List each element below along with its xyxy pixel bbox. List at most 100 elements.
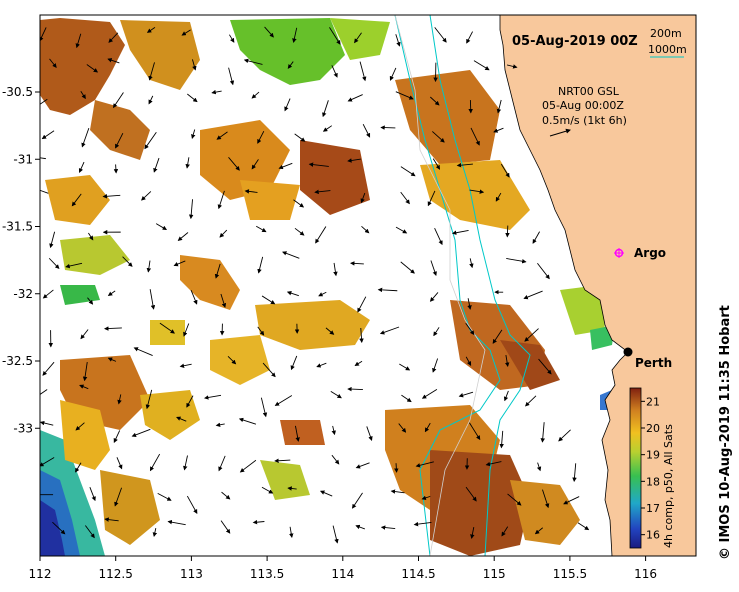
current-arrow [429,292,439,302]
current-arrow [290,355,298,371]
current-arrow [82,361,88,382]
current-arrow [141,191,152,201]
current-arrow [493,127,504,133]
current-arrow [504,354,510,368]
x-tick-label: 115 [483,567,506,581]
current-arrow [354,360,363,367]
colorbar-tick-label: 17 [646,502,660,515]
current-arrow [229,34,235,43]
current-arrow [458,391,474,398]
current-arrow [122,256,133,267]
current-arrow [292,27,298,43]
y-tick-label: -33 [13,421,33,435]
current-arrow [146,260,152,273]
x-tick-label: 116 [634,567,657,581]
legend-1000m: 1000m [648,43,687,56]
current-arrow [75,33,82,49]
current-arrow [116,457,123,470]
y-tick-label: -30.5 [2,85,33,99]
current-arrow [432,358,439,373]
current-arrow [507,493,522,506]
x-tick-label: 114 [331,567,354,581]
current-arrow [432,131,445,143]
current-arrow [470,527,475,539]
current-arrow [332,525,339,544]
current-arrow [506,258,527,264]
y-tick-label: -32.5 [2,354,33,368]
current-arrow [144,132,157,150]
current-arrow [244,189,258,194]
current-arrow [413,521,432,527]
current-arrow [430,260,437,277]
colorbar-ticks: 21 20 19 18 17 16 [641,395,660,542]
current-arrow [257,131,265,144]
current-arrow [274,395,293,406]
current-arrow [78,161,85,173]
current-arrow [40,27,47,42]
current-arrow [264,26,274,38]
current-arrow [401,394,412,403]
current-arrow [421,495,431,500]
current-arrow [159,322,175,334]
current-arrow [492,329,503,344]
current-arrow [395,91,414,100]
current-arrow [523,290,543,300]
argo-marker [614,248,624,258]
current-arrow [496,99,502,114]
current-vectors [40,26,590,544]
current-arrow [333,262,338,277]
current-arrow [191,59,197,71]
current-arrow [308,162,329,167]
plot-frame [39,14,697,557]
current-arrow [294,227,305,236]
current-arrow [495,192,502,202]
current-arrow [239,459,257,473]
current-arrow [389,67,397,81]
current-arrow [400,166,416,177]
current-arrow [506,64,518,69]
current-arrow [42,289,54,299]
current-arrow [216,131,228,140]
current-arrow [167,519,186,526]
credit-text: © IMOS 10-Aug-2019 11:35 Hobart [718,305,733,560]
current-arrow [351,492,363,509]
current-arrow [451,229,469,235]
current-arrow [357,296,367,313]
current-arrow [113,430,121,443]
current-arrow [113,164,119,174]
current-arrow [176,416,187,422]
x-tick-label: 115.5 [553,567,587,581]
current-arrow [322,100,329,118]
current-arrow [395,226,408,234]
current-arrow [177,232,189,241]
current-arrow [115,132,124,149]
current-arrow [133,347,153,356]
current-arrow [349,261,364,266]
current-arrow [360,192,366,204]
current-arrow [80,90,86,100]
current-arrow [429,96,440,106]
current-arrow [537,262,550,280]
current-arrow [434,227,443,246]
current-arrow [220,293,227,308]
x-tick-label: 113.5 [250,567,284,581]
current-arrow [185,157,190,169]
current-arrow [500,163,510,178]
current-arrow [390,489,405,494]
current-arrow [131,428,151,437]
current-arrow [75,422,85,431]
current-arrow [153,157,160,173]
current-arrow [52,521,66,535]
colorbar-tick-label: 20 [646,422,660,435]
current-arrow [81,128,90,148]
current-arrow [79,384,89,390]
current-arrow [104,517,119,522]
x-tick-label: 114.5 [401,567,435,581]
current-arrow [467,298,472,310]
current-arrow [501,526,509,537]
colorbar-tick-label: 16 [646,529,660,542]
current-arrow [211,89,222,95]
current-arrow [470,127,480,146]
y-tick-label: -31 [13,152,33,166]
